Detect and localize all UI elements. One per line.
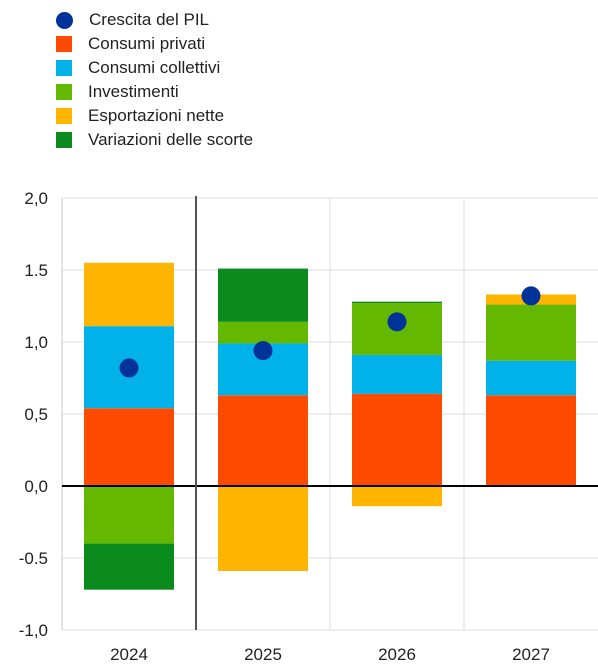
gdp-growth-point — [387, 312, 407, 332]
x-tick-label: 2027 — [512, 645, 550, 664]
legend-item: Variazioni delle scorte — [56, 128, 253, 152]
bar-segment — [218, 268, 308, 322]
legend-label: Variazioni delle scorte — [88, 130, 254, 149]
bar-segment — [352, 486, 442, 507]
bar-segment — [84, 408, 174, 486]
bar-segment — [352, 301, 442, 304]
legend-label: Consumi collettivi — [88, 58, 221, 77]
legend-swatch — [56, 84, 72, 100]
y-tick-label: 1.5 — [24, 261, 48, 280]
y-tick-label: -1,0 — [19, 621, 48, 640]
legend-label: Esportazioni nette — [88, 106, 225, 125]
bar-segment — [84, 543, 174, 590]
legend-swatch — [56, 36, 72, 52]
bar-segment — [218, 395, 308, 486]
legend-label: Crescita del PIL — [89, 10, 209, 29]
gdp-growth-point — [253, 341, 273, 361]
legend-item: Consumi privati — [56, 32, 253, 56]
y-tick-label: 0,0 — [24, 477, 48, 496]
legend-swatch — [56, 108, 72, 124]
x-tick-label: 2025 — [244, 645, 282, 664]
bar-segment — [486, 395, 576, 486]
legend-item: Investimenti — [56, 80, 253, 104]
y-tick-label: 0,5 — [24, 405, 48, 424]
bar-segment — [352, 393, 442, 486]
legend-swatch — [56, 11, 73, 29]
y-tick-label: 2,0 — [24, 189, 48, 208]
y-tick-label: 1,0 — [24, 333, 48, 352]
legend-label: Investimenti — [88, 82, 179, 101]
gdp-growth-point — [521, 286, 541, 306]
x-tick-label: 2024 — [110, 645, 148, 664]
bar-segment — [218, 321, 308, 344]
bar-segment — [486, 360, 576, 396]
gdp-growth-point — [119, 358, 139, 378]
x-tick-label: 2026 — [378, 645, 416, 664]
bar-segment — [218, 486, 308, 571]
y-tick-label: -0.5 — [19, 549, 48, 568]
bar-segment — [486, 304, 576, 361]
bar-segment — [352, 354, 442, 394]
chart-legend: Crescita del PIL Consumi privati Consumi c… — [56, 8, 253, 152]
legend-item: Crescita del PIL — [56, 8, 253, 32]
legend-item: Consumi collettivi — [56, 56, 253, 80]
bar-segment — [84, 486, 174, 544]
legend-swatch — [56, 132, 72, 148]
legend-label: Consumi privati — [88, 34, 206, 53]
bar-segment — [84, 262, 174, 327]
legend-swatch — [56, 60, 72, 76]
legend-item: Esportazioni nette — [56, 104, 253, 128]
